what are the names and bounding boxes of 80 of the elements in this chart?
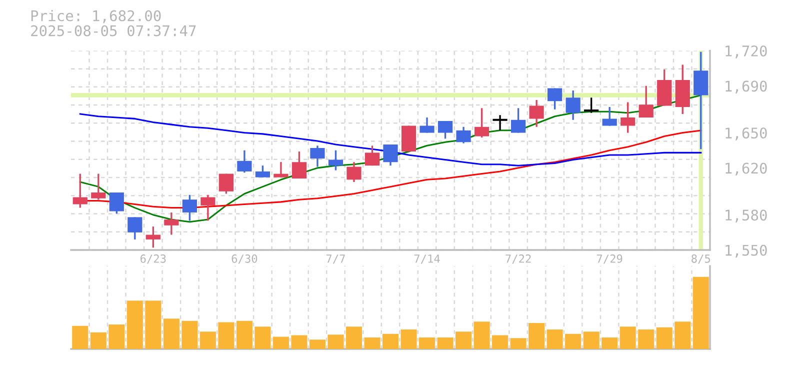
- line-series: [79, 113, 702, 166]
- candlestick: [602, 106, 617, 127]
- candlestick: [510, 107, 526, 134]
- bar: [90, 332, 106, 349]
- chart-subtitle: 2025-08-05 07:37:47: [31, 25, 196, 36]
- bar: [145, 300, 162, 349]
- bar: [382, 334, 399, 349]
- candlestick: [620, 101, 636, 134]
- bar: [674, 322, 691, 349]
- chart-title: Price: 1,682.00: [31, 10, 161, 24]
- y-tick-label: 1,580: [726, 210, 767, 222]
- x-tick-label: 8/5: [692, 254, 710, 264]
- bar: [638, 330, 654, 349]
- y-tick-label: 1,550: [726, 244, 767, 258]
- bar: [328, 334, 344, 349]
- bar: [254, 326, 271, 349]
- bar: [272, 336, 289, 349]
- candlestick: [438, 120, 453, 140]
- bar: [364, 337, 380, 349]
- bar: [200, 332, 216, 349]
- bar: [72, 326, 88, 349]
- candlestick: [310, 144, 325, 168]
- bar: [528, 323, 545, 349]
- x-tick-label: 7/14: [414, 254, 440, 264]
- candlestick: [200, 194, 216, 222]
- x-tick-label: 7/29: [596, 254, 622, 264]
- candlestick: [364, 144, 380, 166]
- bar: [583, 332, 600, 349]
- x-tick-label: 7/22: [506, 254, 531, 264]
- y-tick-label: 1,620: [726, 162, 767, 176]
- bar: [656, 327, 672, 349]
- candlestick: [548, 87, 562, 110]
- bar: [163, 318, 180, 349]
- candlestick: [109, 192, 124, 214]
- x-tick-label: 6/23: [140, 254, 166, 264]
- y-tick-label: 1,650: [726, 128, 767, 140]
- bar: [400, 330, 417, 349]
- candlestick: [566, 90, 580, 121]
- bar: [692, 276, 709, 349]
- x-tick-label: 6/30: [232, 254, 258, 264]
- bar: [418, 337, 436, 349]
- bar: [218, 322, 234, 349]
- candlestick: [456, 126, 471, 144]
- candlestick: [218, 172, 234, 195]
- bar: [309, 340, 326, 349]
- candlestick: [182, 194, 197, 222]
- bar: [510, 338, 526, 349]
- candlestick: [292, 150, 307, 180]
- candlestick: [529, 99, 544, 128]
- candlestick: [638, 85, 654, 118]
- candlestick: [146, 226, 160, 248]
- bar: [602, 337, 618, 349]
- bar: [455, 332, 472, 349]
- bar: [546, 330, 563, 349]
- bar: [346, 326, 362, 349]
- candlestick: [128, 216, 142, 240]
- candlestick: [346, 161, 362, 183]
- bar: [492, 335, 508, 349]
- bar: [182, 320, 198, 349]
- candlestick: [255, 164, 270, 178]
- candlestick: [383, 144, 398, 166]
- candlestick: [328, 150, 344, 172]
- candlestick: [164, 212, 179, 236]
- bar: [437, 337, 454, 349]
- candlestick: [474, 107, 490, 138]
- candlestick: [274, 161, 288, 178]
- bar: [126, 300, 143, 349]
- bar: [236, 320, 252, 349]
- candlestick: [91, 172, 106, 200]
- x-tick-label: 7/7: [326, 254, 345, 264]
- y-tick-label: 1,690: [726, 80, 767, 94]
- bar: [108, 324, 125, 349]
- y-tick-label: 1,720: [726, 45, 767, 58]
- candlestick: [420, 116, 434, 134]
- candlestick: [237, 150, 252, 174]
- bar: [565, 334, 582, 349]
- bar: [620, 326, 636, 349]
- bar: [474, 322, 490, 349]
- bar: [291, 335, 308, 349]
- candlestick: [72, 172, 88, 209]
